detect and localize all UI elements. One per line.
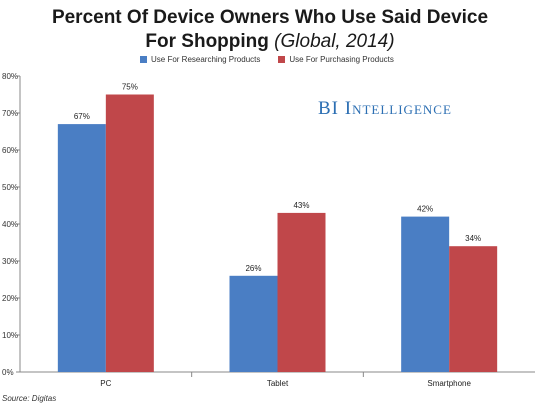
bar-smartphone-purchasing [449,246,498,372]
bar-tablet-researching [229,275,278,372]
title-main: For Shopping [145,31,269,52]
bar-smartphone-researching [401,216,450,372]
y-tick-label: 50% [2,183,18,192]
legend-label-researching: Use For Researching Products [151,55,261,64]
data-label: 67% [74,112,90,121]
legend-swatch-researching [140,56,147,63]
title-line-2: For Shopping (Global, 2014) [0,30,540,54]
y-tick-label: 20% [2,294,18,303]
y-tick-label: 80% [2,72,18,81]
legend-item-researching: Use For Researching Products [140,55,260,64]
title-subtitle: (Global, 2014) [274,31,395,52]
data-label: 26% [245,264,261,273]
y-tick-label: 30% [2,257,18,266]
source-note: Source: Digitas [2,394,57,403]
bar-tablet-purchasing [277,212,326,372]
x-category-label: Tablet [267,379,289,388]
bar-pc-researching [57,124,106,372]
legend-swatch-purchasing [278,56,286,63]
title-line-1: Percent Of Device Owners Who Use Said De… [51,7,489,28]
y-tick-label: 40% [2,220,18,229]
legend-item-purchasing: Use For Purchasing Products [278,55,394,64]
data-label: 34% [465,234,481,243]
y-tick-label: 10% [2,331,18,340]
legend: Use For Researching Products Use For Pur… [140,55,394,64]
bar-pc-purchasing [105,94,154,372]
y-tick-label: 70% [2,109,18,118]
data-label: 42% [417,205,433,214]
y-tick-label: 60% [2,146,18,155]
data-label: 75% [122,83,138,92]
data-label: 43% [293,201,309,210]
legend-label-purchasing: Use For Purchasing Products [289,55,394,64]
x-category-label: Smartphone [427,379,471,388]
y-tick-label: 0% [2,368,14,377]
bi-intelligence-logo: BI Intelligence [318,98,452,119]
x-category-label: PC [100,379,111,388]
chart-title: Percent Of Device Owners Who Use Said De… [0,6,540,54]
